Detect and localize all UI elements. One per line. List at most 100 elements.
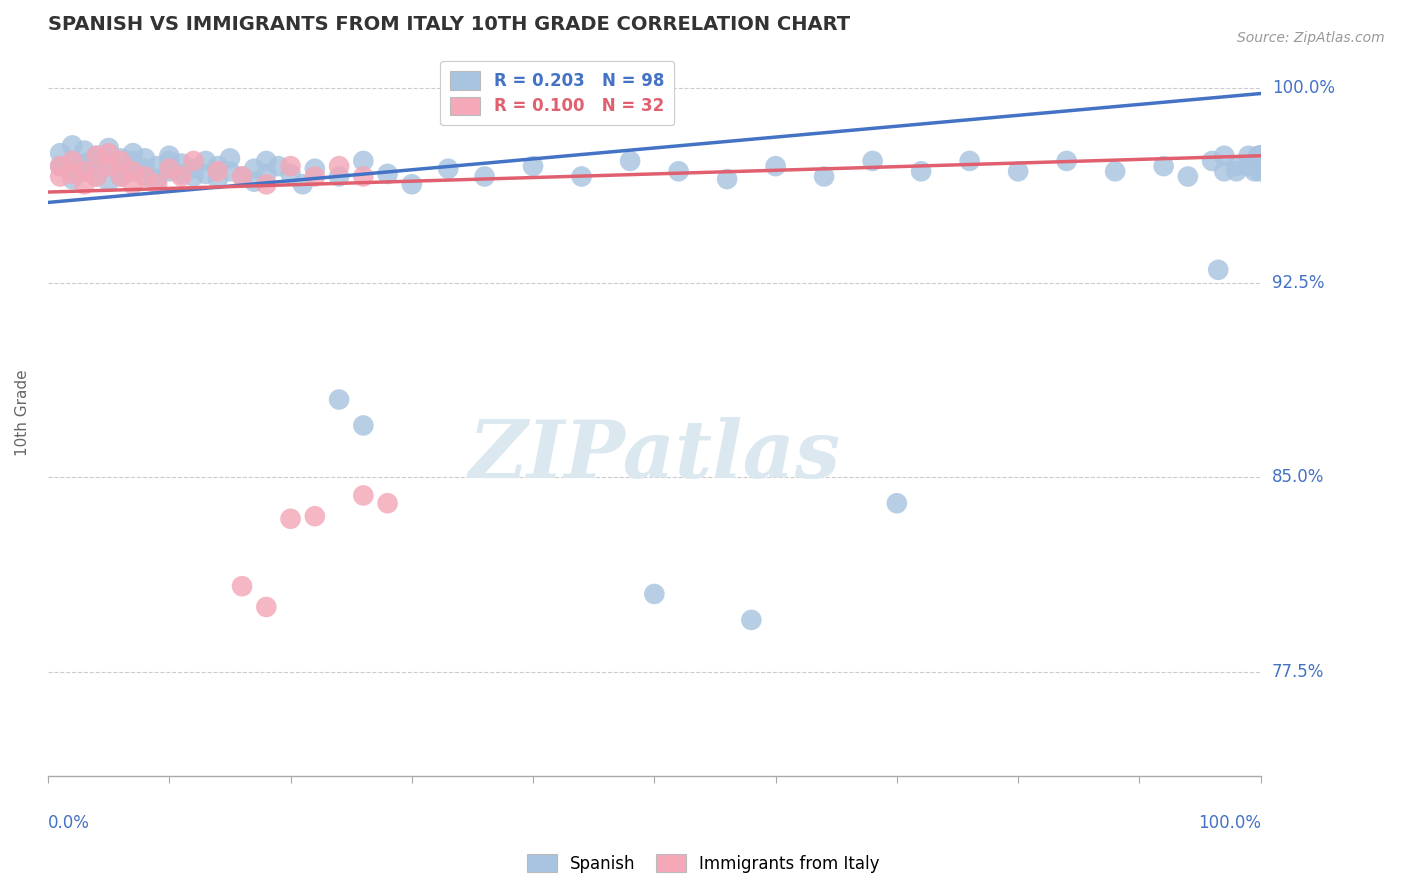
- Point: [122, 178, 145, 192]
- Point: [86, 149, 108, 163]
- Point: [231, 579, 253, 593]
- Point: [1249, 164, 1271, 178]
- Point: [1250, 153, 1272, 168]
- Point: [1056, 153, 1078, 168]
- Point: [170, 167, 193, 181]
- Point: [1250, 149, 1272, 163]
- Point: [134, 152, 156, 166]
- Point: [1250, 149, 1272, 163]
- Point: [280, 159, 302, 173]
- Point: [571, 169, 593, 184]
- Point: [49, 146, 72, 161]
- Point: [73, 178, 96, 192]
- Point: [1243, 153, 1265, 168]
- Point: [765, 159, 787, 173]
- Point: [73, 144, 96, 158]
- Point: [304, 169, 326, 184]
- Point: [291, 178, 314, 192]
- Point: [522, 159, 544, 173]
- Point: [194, 153, 217, 168]
- Point: [862, 153, 884, 168]
- Point: [231, 169, 253, 184]
- Point: [60, 167, 83, 181]
- Point: [73, 156, 96, 170]
- Point: [1250, 149, 1272, 163]
- Point: [1104, 164, 1126, 178]
- Point: [1007, 164, 1029, 178]
- Point: [1250, 153, 1272, 168]
- Point: [377, 167, 399, 181]
- Point: [304, 509, 326, 524]
- Point: [377, 496, 399, 510]
- Point: [194, 167, 217, 181]
- Point: [474, 169, 496, 184]
- Point: [134, 169, 156, 184]
- Point: [813, 169, 835, 184]
- Point: [86, 149, 108, 163]
- Point: [254, 153, 277, 168]
- Point: [60, 164, 83, 178]
- Point: [183, 153, 205, 168]
- Point: [1237, 149, 1260, 163]
- Point: [122, 153, 145, 168]
- Point: [219, 164, 242, 178]
- Point: [60, 172, 83, 186]
- Point: [157, 149, 180, 163]
- Point: [1250, 153, 1272, 168]
- Point: [740, 613, 762, 627]
- Point: [437, 161, 460, 176]
- Point: [716, 172, 738, 186]
- Point: [1247, 149, 1270, 163]
- Point: [97, 146, 120, 161]
- Point: [1250, 149, 1272, 163]
- Point: [122, 164, 145, 178]
- Point: [157, 153, 180, 168]
- Point: [352, 418, 374, 433]
- Point: [1250, 153, 1272, 168]
- Text: 85.0%: 85.0%: [1272, 468, 1324, 486]
- Point: [134, 169, 156, 184]
- Text: SPANISH VS IMMIGRANTS FROM ITALY 10TH GRADE CORRELATION CHART: SPANISH VS IMMIGRANTS FROM ITALY 10TH GR…: [48, 15, 851, 34]
- Point: [643, 587, 665, 601]
- Point: [1177, 169, 1199, 184]
- Point: [110, 169, 132, 184]
- Point: [146, 159, 169, 173]
- Point: [619, 153, 641, 168]
- Point: [60, 153, 83, 168]
- Text: 77.5%: 77.5%: [1272, 663, 1324, 681]
- Point: [146, 178, 169, 192]
- Point: [352, 488, 374, 502]
- Point: [352, 169, 374, 184]
- Point: [207, 159, 229, 173]
- Point: [207, 172, 229, 186]
- Point: [267, 159, 290, 173]
- Point: [1201, 153, 1223, 168]
- Point: [49, 159, 72, 173]
- Point: [110, 153, 132, 168]
- Point: [1213, 164, 1236, 178]
- Point: [1206, 263, 1229, 277]
- Point: [668, 164, 690, 178]
- Point: [1250, 149, 1272, 163]
- Point: [910, 164, 932, 178]
- Point: [97, 175, 120, 189]
- Point: [328, 159, 350, 173]
- Point: [146, 172, 169, 186]
- Text: 100.0%: 100.0%: [1198, 814, 1261, 832]
- Point: [134, 161, 156, 176]
- Text: 92.5%: 92.5%: [1272, 274, 1324, 292]
- Point: [86, 169, 108, 184]
- Point: [231, 169, 253, 184]
- Point: [1250, 159, 1272, 173]
- Point: [73, 164, 96, 178]
- Point: [170, 169, 193, 184]
- Point: [60, 153, 83, 168]
- Y-axis label: 10th Grade: 10th Grade: [15, 369, 30, 456]
- Point: [60, 138, 83, 153]
- Point: [959, 153, 981, 168]
- Point: [97, 141, 120, 155]
- Point: [110, 152, 132, 166]
- Point: [328, 169, 350, 184]
- Point: [352, 153, 374, 168]
- Point: [1250, 153, 1272, 168]
